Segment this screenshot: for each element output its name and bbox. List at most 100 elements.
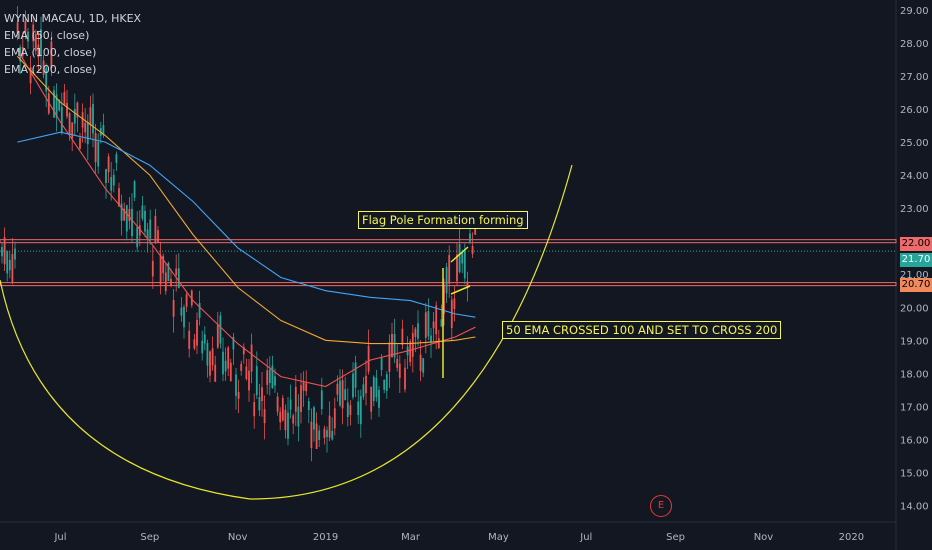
- candle-body: [388, 342, 391, 372]
- candle-body: [224, 360, 227, 372]
- y-tick-label: 21.00: [900, 270, 929, 281]
- candle-body: [417, 323, 419, 339]
- annotation-flag-pole[interactable]: Flag Pole Formation forming: [358, 211, 528, 229]
- flag-top: [450, 246, 469, 263]
- candle-body: [76, 102, 79, 118]
- x-tick-label: Sep: [140, 532, 159, 543]
- candle-body: [258, 397, 261, 411]
- candle-body: [188, 330, 191, 349]
- candle-body: [346, 402, 349, 417]
- x-tick-label: 2020: [839, 532, 864, 543]
- candle-body: [328, 415, 331, 438]
- candle-body: [53, 90, 55, 118]
- price-tag-last: 21.70: [900, 253, 932, 267]
- candle-body: [16, 22, 19, 33]
- candle-body: [313, 407, 315, 430]
- candle-body: [209, 351, 211, 376]
- candle-body: [123, 208, 126, 221]
- candle-body: [125, 205, 128, 232]
- price-tag-22: 22.00: [900, 237, 932, 251]
- candle-body: [453, 298, 456, 309]
- candle-body: [198, 302, 201, 318]
- candle-body: [21, 47, 24, 56]
- y-tick-label: 26.00: [900, 105, 929, 116]
- candle-body: [287, 412, 289, 439]
- annotation-ema-cross[interactable]: 50 EMA CROSSED 100 AND SET TO CROSS 200: [502, 321, 782, 339]
- candle-body: [141, 205, 144, 219]
- candle-body: [456, 254, 458, 282]
- candle-body: [232, 337, 235, 350]
- candle-body: [172, 300, 175, 317]
- candle-body: [164, 272, 167, 292]
- candle-body: [162, 255, 165, 274]
- candle-body: [289, 399, 292, 410]
- candle-body: [333, 408, 336, 429]
- legend-symbol: WYNN MACAU, 1D, HKEX: [4, 12, 142, 25]
- candle-body: [445, 267, 448, 294]
- x-tick-label: May: [488, 532, 509, 543]
- candle-body: [112, 174, 115, 186]
- ema-line-50: [16, 49, 476, 388]
- chart-legend: WYNN MACAU, 1D, HKEX EMA (50, close) EMA…: [4, 10, 141, 78]
- candle-body: [396, 358, 399, 368]
- candle-body: [307, 401, 310, 410]
- candle-body: [437, 338, 440, 349]
- candle-body: [105, 169, 107, 183]
- candle-body: [97, 141, 100, 167]
- candle-body: [40, 29, 42, 56]
- candle-body: [50, 41, 53, 69]
- legend-ema50: EMA (50, close): [4, 29, 90, 42]
- candle-body: [73, 109, 76, 124]
- y-tick-label: 23.00: [900, 204, 929, 215]
- candle-body: [320, 390, 323, 409]
- candle-body: [300, 385, 302, 412]
- candle-body: [339, 380, 341, 406]
- candle-body: [193, 339, 196, 349]
- candle-body: [206, 342, 209, 366]
- candle-body: [367, 345, 370, 372]
- candle-body: [63, 92, 66, 106]
- candle-body: [131, 208, 133, 237]
- candle-body: [235, 374, 237, 396]
- candle-body: [151, 261, 154, 277]
- candle-body: [323, 428, 326, 438]
- candle-body: [177, 268, 180, 289]
- candle-body: [292, 415, 295, 424]
- candle-body: [357, 401, 360, 415]
- candle-body: [305, 383, 308, 392]
- candle-body: [175, 268, 178, 276]
- candle-body: [60, 106, 63, 133]
- candle-body: [133, 181, 136, 198]
- candle-body: [211, 348, 214, 366]
- candle-body: [297, 406, 300, 427]
- y-tick-label: 17.00: [900, 402, 929, 413]
- candle-body: [271, 365, 274, 389]
- earnings-event-icon[interactable]: E: [650, 495, 672, 517]
- candle-body: [422, 358, 425, 373]
- y-tick-label: 16.00: [900, 435, 929, 446]
- candle-body: [362, 384, 365, 397]
- candle-body: [440, 319, 443, 327]
- candle-body: [81, 112, 84, 128]
- candle-body: [463, 251, 466, 279]
- candle-body: [448, 255, 451, 284]
- candle-body: [430, 335, 432, 343]
- candle-body: [242, 347, 245, 355]
- y-tick-label: 19.00: [900, 336, 929, 347]
- candle-body: [203, 334, 206, 344]
- candle-body: [378, 389, 380, 408]
- candle-body: [370, 386, 373, 412]
- ema-line-100: [16, 55, 476, 345]
- y-tick-label: 14.00: [900, 501, 929, 512]
- candle-body: [274, 376, 276, 386]
- candle-body: [154, 216, 157, 243]
- legend-ema200: EMA (200, close): [4, 63, 97, 76]
- candle-body: [8, 259, 11, 271]
- candle-body: [27, 31, 29, 42]
- candle-body: [279, 411, 282, 423]
- candle-body: [68, 113, 71, 135]
- candle-body: [284, 409, 287, 431]
- x-tick-label: Jul: [53, 532, 66, 543]
- candle-body: [84, 122, 87, 133]
